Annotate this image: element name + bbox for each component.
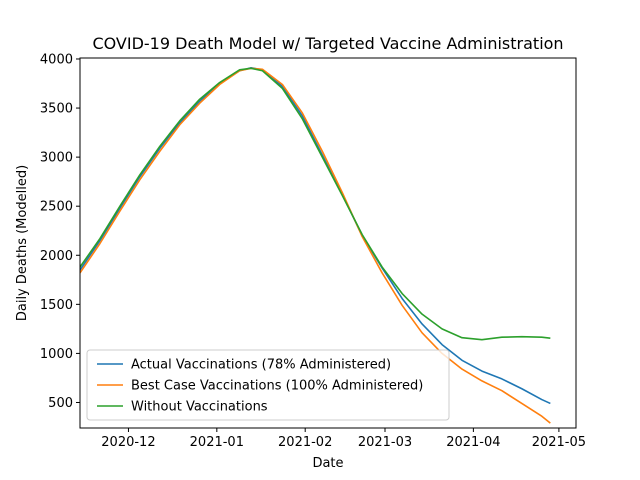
legend: Actual Vaccinations (78% Administered) Be…: [86, 349, 450, 421]
chart-title: COVID-19 Death Model w/ Targeted Vaccine…: [92, 34, 563, 53]
legend-box: [86, 349, 450, 421]
y-tick-label: 500: [48, 396, 73, 411]
x-tick-label: 2021-04: [446, 435, 500, 450]
y-tick-label: 1500: [40, 298, 73, 313]
x-axis-label: Date: [312, 456, 343, 471]
y-axis: 500 1000 1500 2000 2500 3000 3500 4000: [40, 52, 80, 411]
y-tick-label: 4000: [40, 52, 73, 67]
series-line-1: [80, 67, 551, 405]
x-axis: 2020-12 2021-01 2021-02 2021-03 2021-04 2021-…: [101, 428, 586, 450]
plot-area: [80, 67, 551, 424]
x-tick-label: 2021-02: [278, 435, 332, 450]
x-tick-label: 2020-12: [101, 435, 155, 450]
y-axis-label: Daily Deaths (Modelled): [15, 165, 30, 321]
series-lines: [80, 67, 551, 424]
series-line-3: [80, 67, 551, 341]
y-tick-label: 2500: [40, 200, 73, 215]
legend-label-1: Actual Vaccinations (78% Administered): [131, 358, 391, 373]
x-tick-label: 2021-03: [358, 435, 412, 450]
legend-label-3: Without Vaccinations: [131, 400, 268, 415]
y-tick-label: 2000: [40, 249, 73, 264]
x-tick-label: 2021-01: [190, 435, 244, 450]
y-tick-label: 3000: [40, 151, 73, 166]
x-tick-label: 2021-05: [532, 435, 586, 450]
y-tick-label: 1000: [40, 347, 73, 362]
legend-label-2: Best Case Vaccinations (100% Administere…: [131, 379, 423, 394]
y-tick-label: 3500: [40, 102, 73, 117]
series-line-2: [80, 67, 551, 424]
plot-frame: [79, 57, 577, 429]
